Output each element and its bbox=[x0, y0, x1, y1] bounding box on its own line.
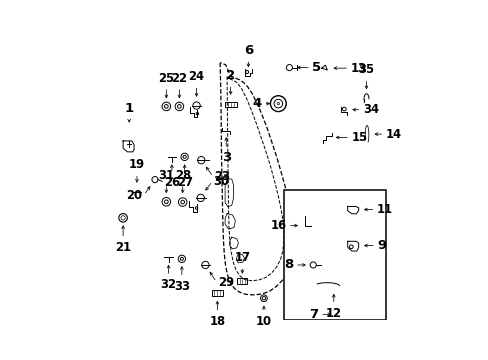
Text: 2: 2 bbox=[225, 69, 235, 82]
Text: 34: 34 bbox=[362, 103, 378, 116]
Bar bbox=[237, 278, 246, 284]
Bar bbox=[284, 190, 386, 320]
Text: 11: 11 bbox=[376, 203, 392, 216]
Text: 19: 19 bbox=[129, 158, 145, 171]
Text: 12: 12 bbox=[325, 306, 341, 320]
Bar bbox=[211, 290, 223, 296]
Text: 5: 5 bbox=[312, 61, 321, 74]
Text: 31: 31 bbox=[158, 169, 174, 182]
Text: 6: 6 bbox=[244, 44, 252, 57]
Text: 17: 17 bbox=[234, 251, 250, 264]
Text: 10: 10 bbox=[255, 315, 271, 328]
Bar bbox=[224, 102, 236, 107]
Text: 30: 30 bbox=[213, 175, 229, 188]
Text: 4: 4 bbox=[252, 97, 262, 110]
Text: 7: 7 bbox=[309, 308, 318, 321]
Text: 24: 24 bbox=[188, 70, 204, 83]
Text: 33: 33 bbox=[174, 280, 189, 293]
Text: 18: 18 bbox=[209, 315, 225, 328]
Text: 13: 13 bbox=[350, 62, 366, 75]
Text: 9: 9 bbox=[377, 239, 386, 252]
Text: 22: 22 bbox=[171, 72, 187, 85]
Text: 35: 35 bbox=[358, 63, 374, 76]
Text: 8: 8 bbox=[284, 258, 293, 271]
Text: 29: 29 bbox=[218, 276, 234, 289]
Text: 26: 26 bbox=[163, 176, 180, 189]
Text: 1: 1 bbox=[124, 102, 134, 115]
Text: 32: 32 bbox=[160, 278, 176, 291]
Text: 21: 21 bbox=[115, 241, 131, 254]
Text: 16: 16 bbox=[270, 219, 286, 232]
Text: 3: 3 bbox=[221, 151, 230, 164]
Text: 25: 25 bbox=[158, 72, 174, 85]
Text: 15: 15 bbox=[350, 131, 366, 144]
Text: 23: 23 bbox=[214, 170, 230, 183]
Text: 28: 28 bbox=[174, 169, 190, 182]
Text: 14: 14 bbox=[385, 128, 401, 141]
Text: 20: 20 bbox=[126, 189, 142, 202]
Text: 27: 27 bbox=[176, 176, 192, 189]
